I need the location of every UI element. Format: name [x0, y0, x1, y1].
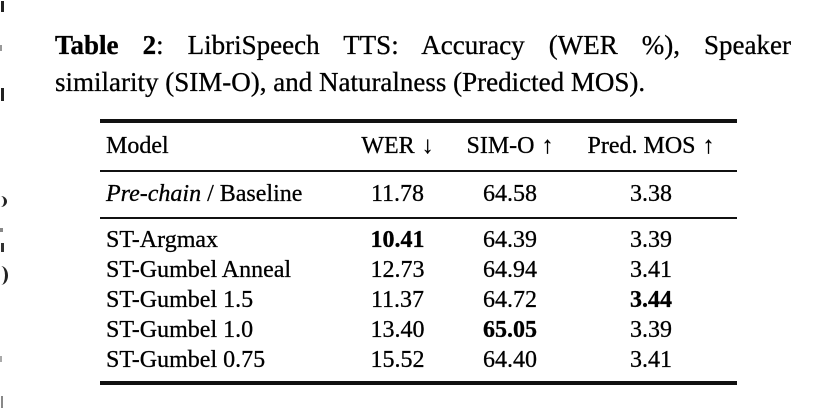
- up-arrow-icon: ↑: [702, 133, 715, 159]
- cell-simo: 64.72: [483, 286, 537, 313]
- cell-mos: 3.41: [630, 346, 672, 373]
- table-row: ST-Argmax 10.41 64.39 3.39: [100, 225, 737, 255]
- up-arrow-icon: ↑: [541, 133, 554, 159]
- cell-simo: 64.39: [483, 226, 537, 253]
- header-rule: [100, 170, 737, 172]
- clipped-glyph-fragment: [1, 396, 3, 408]
- section-rule: [100, 217, 737, 219]
- down-arrow-icon: ↓: [421, 133, 434, 159]
- caption-label: Table 2: [55, 30, 157, 60]
- clipped-glyph-fragment: [0, 266, 8, 285]
- cell-simo: 64.58: [483, 181, 537, 207]
- cell-wer: 15.52: [370, 346, 425, 373]
- cell-model: ST-Gumbel Anneal: [106, 256, 292, 283]
- column-header-mos: Pred. MOS ↑: [587, 133, 715, 159]
- cell-model: ST-Gumbel 1.0: [106, 316, 254, 343]
- table-header-row: Model WER ↓ SIM-O ↑ Pred. MOS ↑: [100, 123, 737, 170]
- column-header-wer: WER ↓: [361, 133, 434, 159]
- clipped-glyph-fragment: [1, 88, 4, 101]
- cell-mos: 3.44: [630, 286, 672, 313]
- clipped-glyph-fragment: [0, 356, 2, 362]
- column-header-model: Model: [106, 133, 169, 159]
- baseline-model-italic: Pre-chain: [106, 181, 202, 207]
- clipped-glyph-fragment: [0, 228, 3, 232]
- cell-mos: 3.41: [630, 256, 672, 283]
- cell-wer: 10.41: [370, 226, 425, 253]
- cell-model: ST-Gumbel 1.5: [106, 286, 254, 313]
- clipped-glyph-fragment: [0, 196, 7, 207]
- caption-line-1: Table 2: LibriSpeech TTS: Accuracy (WER …: [55, 27, 791, 64]
- cell-mos: 3.39: [630, 316, 672, 343]
- cell-model: ST-Argmax: [106, 226, 219, 253]
- cell-wer: 12.73: [370, 256, 425, 283]
- results-table: Model WER ↓ SIM-O ↑ Pred. MOS ↑ Pre-chain /…: [100, 119, 737, 385]
- table-bottom-rule: [100, 381, 737, 385]
- table-row: ST-Gumbel 1.0 13.40 65.05 3.39: [100, 315, 737, 345]
- cell-wer: 11.78: [370, 181, 425, 207]
- cell-model: ST-Gumbel 0.75: [106, 346, 266, 373]
- cell-mos: 3.39: [630, 226, 672, 253]
- clipped-glyph-fragment: [1, 243, 4, 252]
- cell-simo: 65.05: [483, 316, 537, 343]
- baseline-model-rest: / Baseline: [201, 181, 303, 207]
- caption-text-line2: similarity (SIM-O), and Naturalness (Pre…: [55, 67, 646, 97]
- table-top-rule: [100, 119, 737, 123]
- cell-wer: 13.40: [370, 316, 425, 343]
- table-body: ST-Argmax 10.41 64.39 3.39 ST-Gumbel Ann…: [100, 219, 737, 381]
- caption-line-2: similarity (SIM-O), and Naturalness (Pre…: [55, 64, 791, 101]
- caption-text-line1: LibriSpeech TTS: Accuracy (WER %), Speak…: [187, 30, 792, 60]
- table-caption: Table 2: LibriSpeech TTS: Accuracy (WER …: [55, 27, 791, 101]
- cell-simo: 64.40: [483, 346, 537, 373]
- cell-simo: 64.94: [483, 256, 537, 283]
- cell-mos: 3.38: [630, 181, 672, 207]
- clipped-glyph-fragment: [0, 45, 2, 51]
- table-row: ST-Gumbel 1.5 11.37 64.72 3.44: [100, 285, 737, 315]
- cell-model: Pre-chain / Baseline: [100, 181, 340, 208]
- table-row-baseline: Pre-chain / Baseline 11.78 64.58 3.38: [100, 172, 737, 217]
- cell-wer: 11.37: [370, 286, 425, 313]
- table-row: ST-Gumbel Anneal 12.73 64.94 3.41: [100, 255, 737, 285]
- clipped-glyph-fragment: [1, 1, 4, 12]
- table-row: ST-Gumbel 0.75 15.52 64.40 3.41: [100, 345, 737, 375]
- caption-colon: :: [156, 30, 164, 60]
- column-header-simo: SIM-O ↑: [466, 133, 554, 159]
